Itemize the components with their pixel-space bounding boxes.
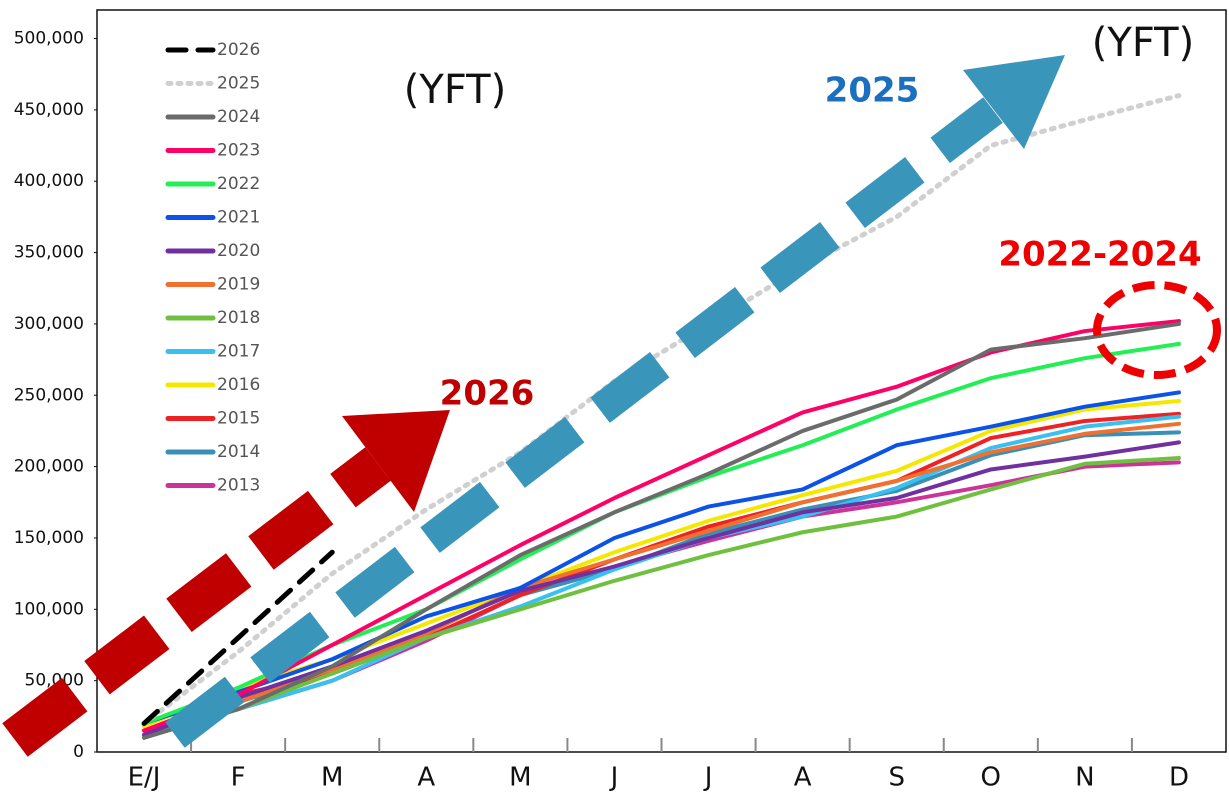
- y-tick-label: 250,000: [14, 385, 84, 405]
- series-line: [141, 93, 1182, 726]
- arrow-2025: [165, 97, 1003, 748]
- legend-label: 2022: [217, 174, 260, 194]
- series-line: [141, 549, 335, 726]
- x-tick-label: N: [1075, 763, 1094, 793]
- x-tick-label: A: [417, 763, 435, 793]
- x-tick-label: E/J: [128, 763, 161, 793]
- plot-area: 0 50,000 100,000 150,000 200,000 250,000 300,0…: [14, 9, 1227, 793]
- x-tick-label: A: [794, 763, 812, 793]
- legend: 2026 2025 2024 2023 2022 2021 2020 2019 2018 2017…: [165, 40, 260, 496]
- legend-label: 2017: [217, 342, 260, 362]
- series-line: [142, 390, 1181, 726]
- x-tick-label: O: [981, 763, 1001, 793]
- legend-label: 2015: [217, 409, 260, 429]
- legend-label: 2014: [217, 442, 260, 462]
- x-tick-label: M: [321, 763, 343, 793]
- arrow-head: [342, 410, 450, 512]
- x-tick-label: M: [509, 763, 531, 793]
- annotation: 2026: [440, 374, 535, 414]
- y-tick-label: 400,000: [14, 171, 84, 191]
- arrow-head: [963, 55, 1065, 149]
- legend-label: 2018: [217, 308, 260, 328]
- y-tick-label: 350,000: [14, 243, 84, 263]
- legend-label: 2025: [217, 74, 260, 94]
- highlight-circle: [1093, 281, 1221, 379]
- y-tick-label: 0: [73, 742, 84, 762]
- legend-label: 2021: [217, 208, 260, 228]
- x-tick-label: F: [231, 763, 246, 793]
- annotation: (YFT): [404, 67, 506, 113]
- arrow-2026: [2, 447, 391, 757]
- y-tick-label: 50,000: [25, 671, 84, 691]
- y-tick-label: 300,000: [14, 314, 84, 334]
- y-tick-label: 500,000: [14, 29, 84, 49]
- x-tick-label: S: [888, 763, 905, 793]
- series-lines: [141, 93, 1182, 740]
- y-tick-label: 150,000: [14, 528, 84, 548]
- legend-label: 2019: [217, 275, 260, 295]
- legend-label: 2026: [217, 40, 260, 60]
- legend-label: 2016: [217, 375, 260, 395]
- annotation: (YFT): [1092, 20, 1194, 66]
- legend-label: 2020: [217, 241, 260, 261]
- annotation: 2025: [825, 71, 920, 111]
- annotation: 2022-2024: [998, 235, 1201, 275]
- series-line: [142, 411, 1181, 733]
- x-tick-label: J: [703, 763, 713, 793]
- y-tick-label: 200,000: [14, 457, 84, 477]
- y-tick-label: 450,000: [14, 100, 84, 120]
- legend-label: 2023: [217, 141, 260, 161]
- series-line: [142, 456, 1181, 740]
- y-tick-label: 100,000: [14, 599, 84, 619]
- trend-arrows: [2, 55, 1221, 757]
- x-tick-label: J: [609, 763, 619, 793]
- legend-label: 2024: [217, 107, 260, 127]
- series-line: [142, 321, 1181, 740]
- x-tick-label: D: [1169, 763, 1189, 793]
- legend-label: 2013: [217, 476, 260, 496]
